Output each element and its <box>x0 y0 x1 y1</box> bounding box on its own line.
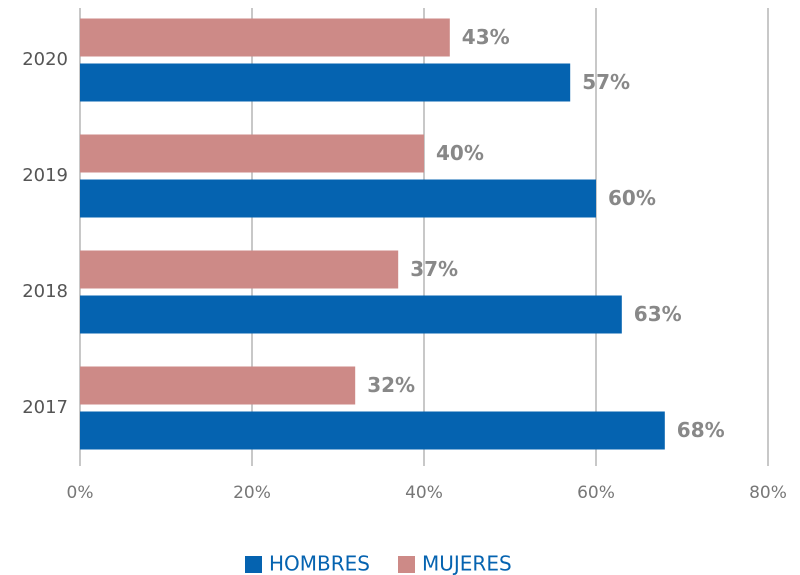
data-label: 37% <box>410 257 458 281</box>
x-tick-label: 80% <box>749 483 787 503</box>
y-tick-label: 2017 <box>22 397 68 418</box>
data-label: 63% <box>634 302 682 326</box>
bar <box>80 179 596 218</box>
x-tick-label: 0% <box>67 483 94 503</box>
data-label: 60% <box>608 186 656 210</box>
y-tick-label: 2019 <box>22 165 68 186</box>
bar <box>80 295 622 334</box>
x-tick-label: 40% <box>405 483 443 503</box>
data-label: 40% <box>436 141 484 165</box>
data-label: 57% <box>582 70 630 94</box>
legend-swatch <box>398 556 415 573</box>
bar <box>80 134 424 173</box>
data-label: 32% <box>367 373 415 397</box>
bar <box>80 250 399 289</box>
bar <box>80 63 571 102</box>
x-tick-label: 20% <box>233 483 271 503</box>
bar <box>80 18 450 57</box>
y-tick-label: 2018 <box>22 281 68 302</box>
legend-swatch <box>245 556 262 573</box>
data-label: 68% <box>677 418 725 442</box>
legend-label: MUJERES <box>422 552 512 575</box>
y-tick-label: 2020 <box>22 49 68 70</box>
bar <box>80 366 356 405</box>
bar <box>80 411 665 450</box>
data-label: 43% <box>462 25 510 49</box>
legend-label: HOMBRES <box>269 552 370 575</box>
x-tick-label: 60% <box>577 483 615 503</box>
